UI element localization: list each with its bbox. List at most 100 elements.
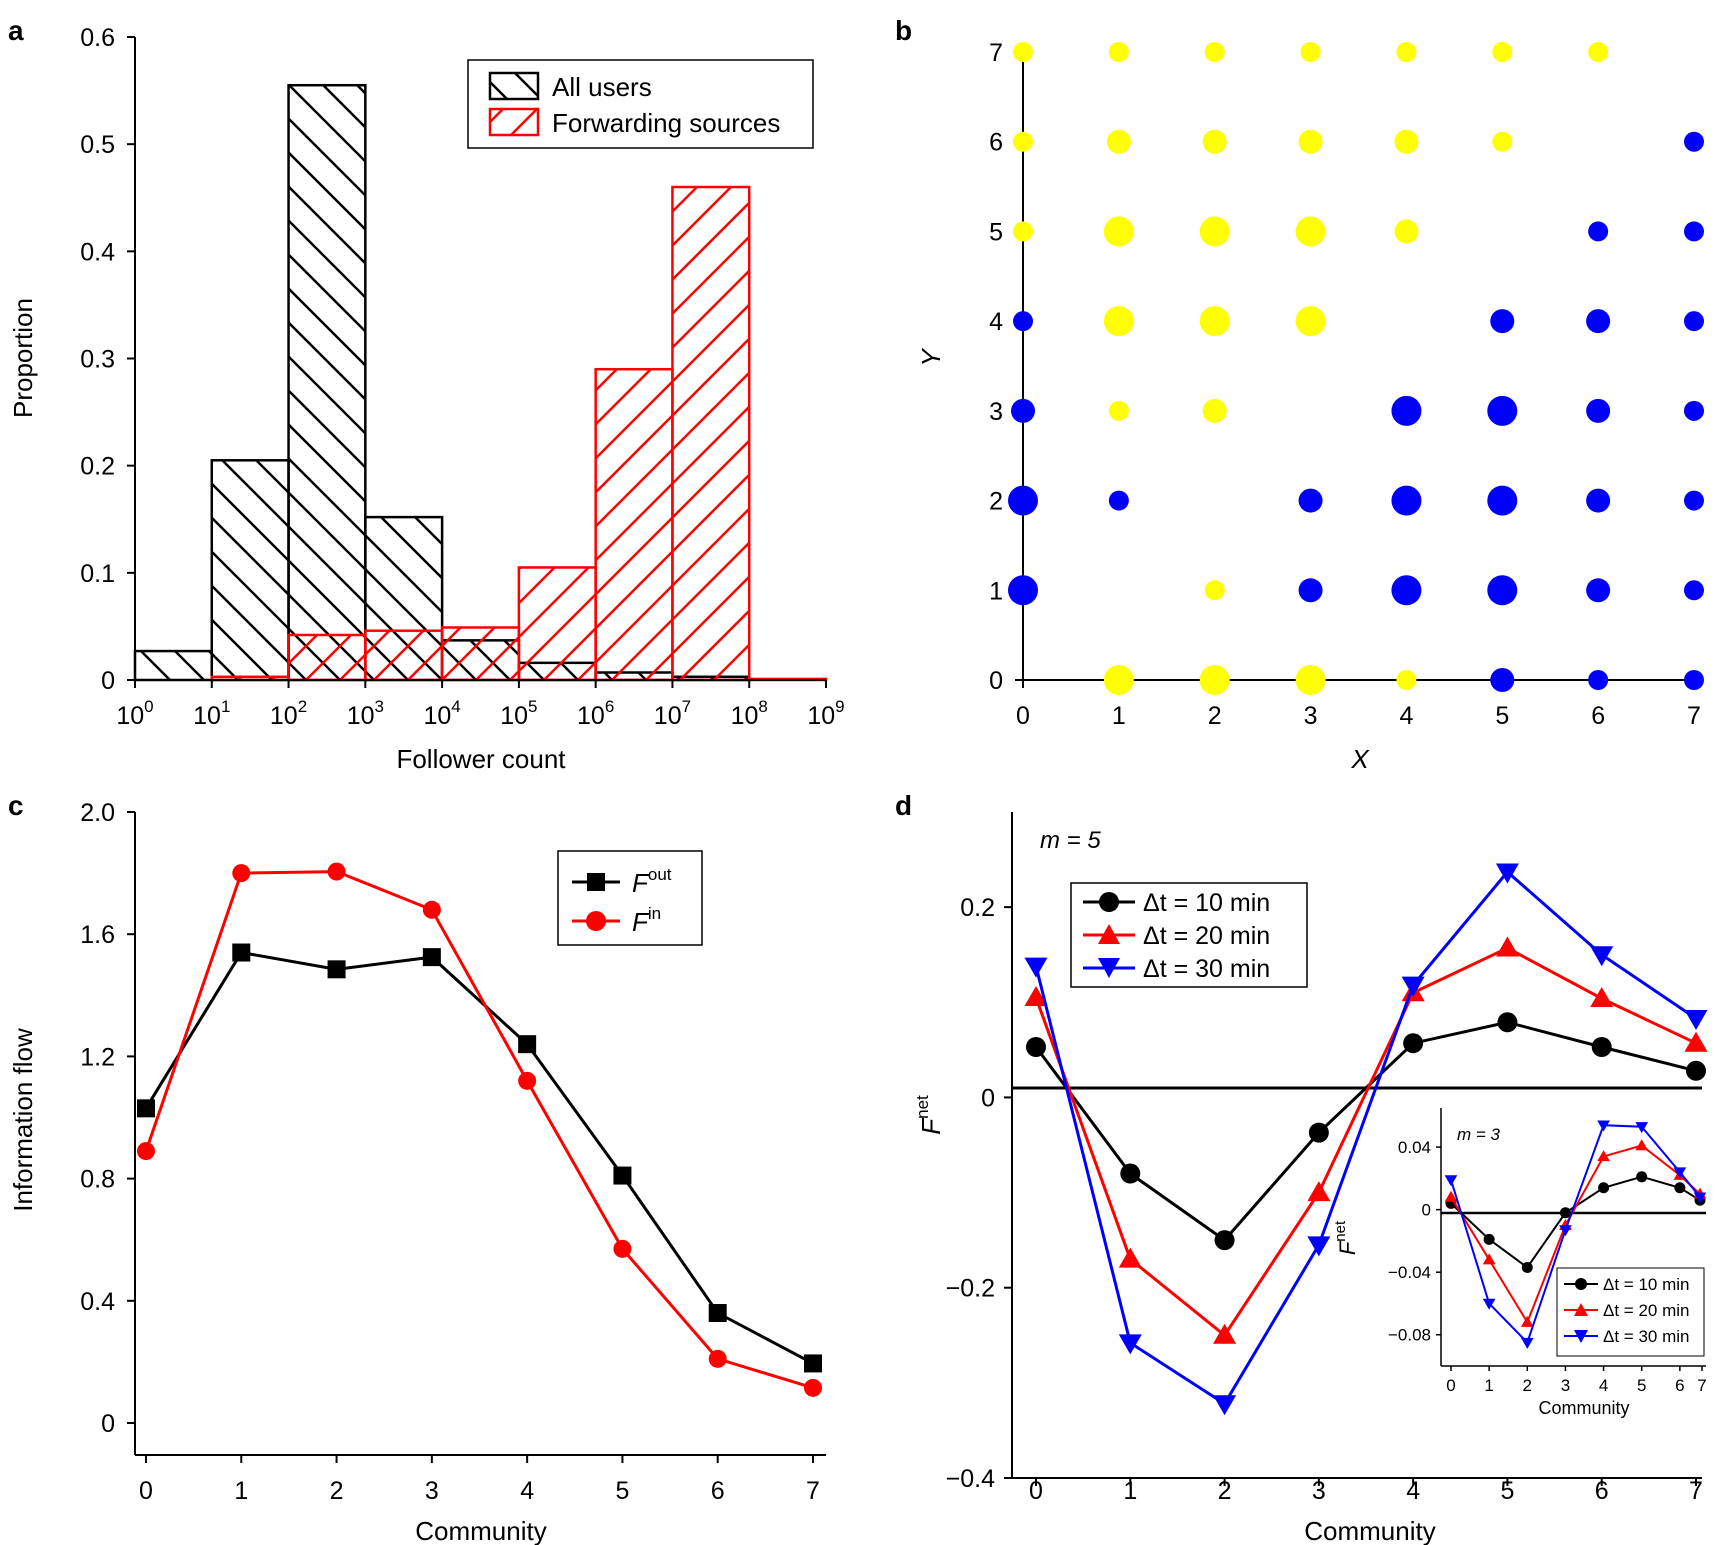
panel-d-series-1-point-7	[1684, 1031, 1708, 1052]
panel-d-series-0-point-4	[1403, 1033, 1424, 1054]
panel-d-series-0-point-5	[1497, 1012, 1518, 1033]
point-blue-x5-y3	[1487, 395, 1518, 426]
point-blue-x0-y2	[1008, 485, 1038, 516]
x-tick-label: 2	[330, 1477, 344, 1505]
panel-c-y-label: Information flow	[8, 1028, 38, 1212]
panel-d-series-2-point-7	[1684, 1009, 1708, 1030]
bar-forwarding-sources-bin-7	[671, 185, 751, 682]
x-tick-label: 6	[1591, 702, 1605, 730]
inset-series-2-point-6	[1673, 1167, 1687, 1179]
inset-legend-label-dt30: Δt = 30 min	[1603, 1327, 1689, 1346]
x-tick-label: 2	[1218, 1477, 1232, 1505]
point-blue-x6-y0	[1588, 670, 1609, 690]
panel-d-series-2-point-3	[1307, 1236, 1331, 1257]
y-tick-label: 0	[101, 667, 115, 695]
y-tick-label: 0.4	[80, 238, 115, 266]
inset-y-tick-label: −0.08	[1388, 1326, 1431, 1345]
point-yellow-x2-y4	[1199, 306, 1230, 337]
legend-marker-dt10	[1099, 892, 1119, 912]
inset-series-2-point-5	[1635, 1122, 1649, 1134]
bar-forwarding-sources-bin-2	[287, 633, 367, 682]
point-blue-x0-y1	[1008, 575, 1038, 606]
panel-d-series-1-point-6	[1590, 986, 1614, 1007]
panel-a-histogram: 0 0.1 0.2 0.3 0.4 0.5 0.6 100 101 102 103 104 105 106…	[8, 24, 845, 774]
point-yellow-x1-y5	[1103, 216, 1134, 247]
x-tick-label: 3	[1312, 1477, 1326, 1505]
point-blue-x3-y2	[1298, 488, 1323, 513]
point-yellow-x4-y5	[1394, 219, 1419, 244]
legend-marker-dt20	[1098, 924, 1120, 944]
panel-d-series-2-line	[1034, 869, 1697, 1406]
point-blue-x4-y1	[1391, 575, 1422, 606]
panel-d-series-2-point-2	[1213, 1395, 1237, 1416]
point-blue-x6-y1	[1586, 578, 1611, 603]
legend-label-forwarding-sources: Forwarding sources	[552, 108, 780, 138]
x-tick-label: 3	[1304, 702, 1318, 730]
y-tick-label: 0	[989, 667, 1003, 695]
point-blue-x0-y4	[1013, 311, 1033, 332]
bar-forwarding-sources-bin-4	[440, 626, 521, 682]
x-tick-label: 0	[1016, 702, 1030, 730]
point-yellow-x3-y7	[1300, 42, 1321, 62]
point-blue-x1-y2	[1108, 490, 1129, 511]
panel-c-series-1-point-2	[327, 862, 346, 881]
x-tick-label: 101	[193, 697, 230, 730]
inset-series-0-point-6	[1674, 1182, 1686, 1194]
point-yellow-x2-y1	[1204, 580, 1225, 601]
inset-y-label: F	[1335, 1240, 1360, 1255]
panel-d-series-0-point-7	[1686, 1060, 1706, 1081]
panel-c-line-chart: 0 0.4 0.8 1.2 1.6 2.0 0 1 2 3 4 5 6 7 Community Infor…	[8, 799, 826, 1545]
inset-series-2-point-2	[1520, 1337, 1534, 1349]
inset-y-tick-label: 0	[1422, 1201, 1431, 1220]
x-tick-label: 1	[1112, 702, 1126, 730]
panel-a-bars	[133, 83, 828, 682]
inset-x-tick-label: 2	[1523, 1376, 1532, 1395]
point-yellow-x1-y7	[1108, 42, 1129, 62]
svg-text:Fin: Fin	[632, 904, 661, 937]
panel-d-series-1-point-1	[1118, 1247, 1142, 1268]
inset-series-2-point-3	[1559, 1225, 1572, 1237]
panel-d-y-label: F	[916, 1117, 946, 1135]
point-blue-x6-y4	[1586, 309, 1611, 334]
x-tick-label: 4	[520, 1477, 534, 1505]
x-tick-label: 5	[1500, 1477, 1514, 1505]
panel-c-x-label: Community	[415, 1516, 546, 1545]
point-blue-x5-y2	[1487, 485, 1518, 516]
inset-series-2-point-0	[1444, 1175, 1458, 1187]
inset-series-1-point-1	[1482, 1253, 1496, 1265]
point-blue-x5-y4	[1490, 309, 1515, 334]
inset-x-label: Community	[1538, 1398, 1629, 1418]
x-tick-label: 109	[807, 697, 844, 730]
y-tick-label: 3	[989, 398, 1003, 426]
panel-a-y-label: Proportion	[8, 298, 38, 418]
legend-sup-out: out	[648, 865, 672, 884]
inset-series-1-point-0	[1444, 1190, 1458, 1202]
point-blue-x7-y1	[1684, 580, 1704, 601]
point-yellow-x1-y3	[1108, 400, 1129, 421]
x-tick-label: 7	[806, 1477, 820, 1505]
point-yellow-x1-y0	[1103, 665, 1134, 695]
bar-all-users-bin-2	[287, 83, 367, 682]
inset-x-tick-label: 5	[1637, 1376, 1646, 1395]
panel-d-series-0-point-0	[1026, 1037, 1046, 1058]
inset-series	[1444, 1120, 1707, 1349]
point-blue-x7-y0	[1684, 670, 1704, 690]
panel-c-series-0-point-1	[232, 943, 251, 962]
panel-label-a: a	[8, 15, 24, 46]
panel-c-series-1-point-1	[232, 864, 251, 883]
point-blue-x4-y2	[1391, 485, 1422, 516]
panel-c-series-1-line	[144, 870, 814, 1390]
legend-swatch-all-users	[488, 71, 540, 101]
inset-x-tick-label: 6	[1675, 1376, 1684, 1395]
point-yellow-x2-y6	[1202, 129, 1227, 154]
y-tick-label: 0.3	[80, 346, 115, 374]
panel-d-series-2-point-0	[1024, 957, 1048, 978]
legend-label-f-out: F	[632, 868, 650, 898]
legend-label-f-in: F	[632, 907, 650, 937]
x-tick-label: 6	[711, 1477, 725, 1505]
x-tick-label: 107	[654, 697, 691, 730]
point-yellow-x4-y7	[1396, 42, 1417, 62]
y-tick-label: 2	[989, 488, 1003, 516]
